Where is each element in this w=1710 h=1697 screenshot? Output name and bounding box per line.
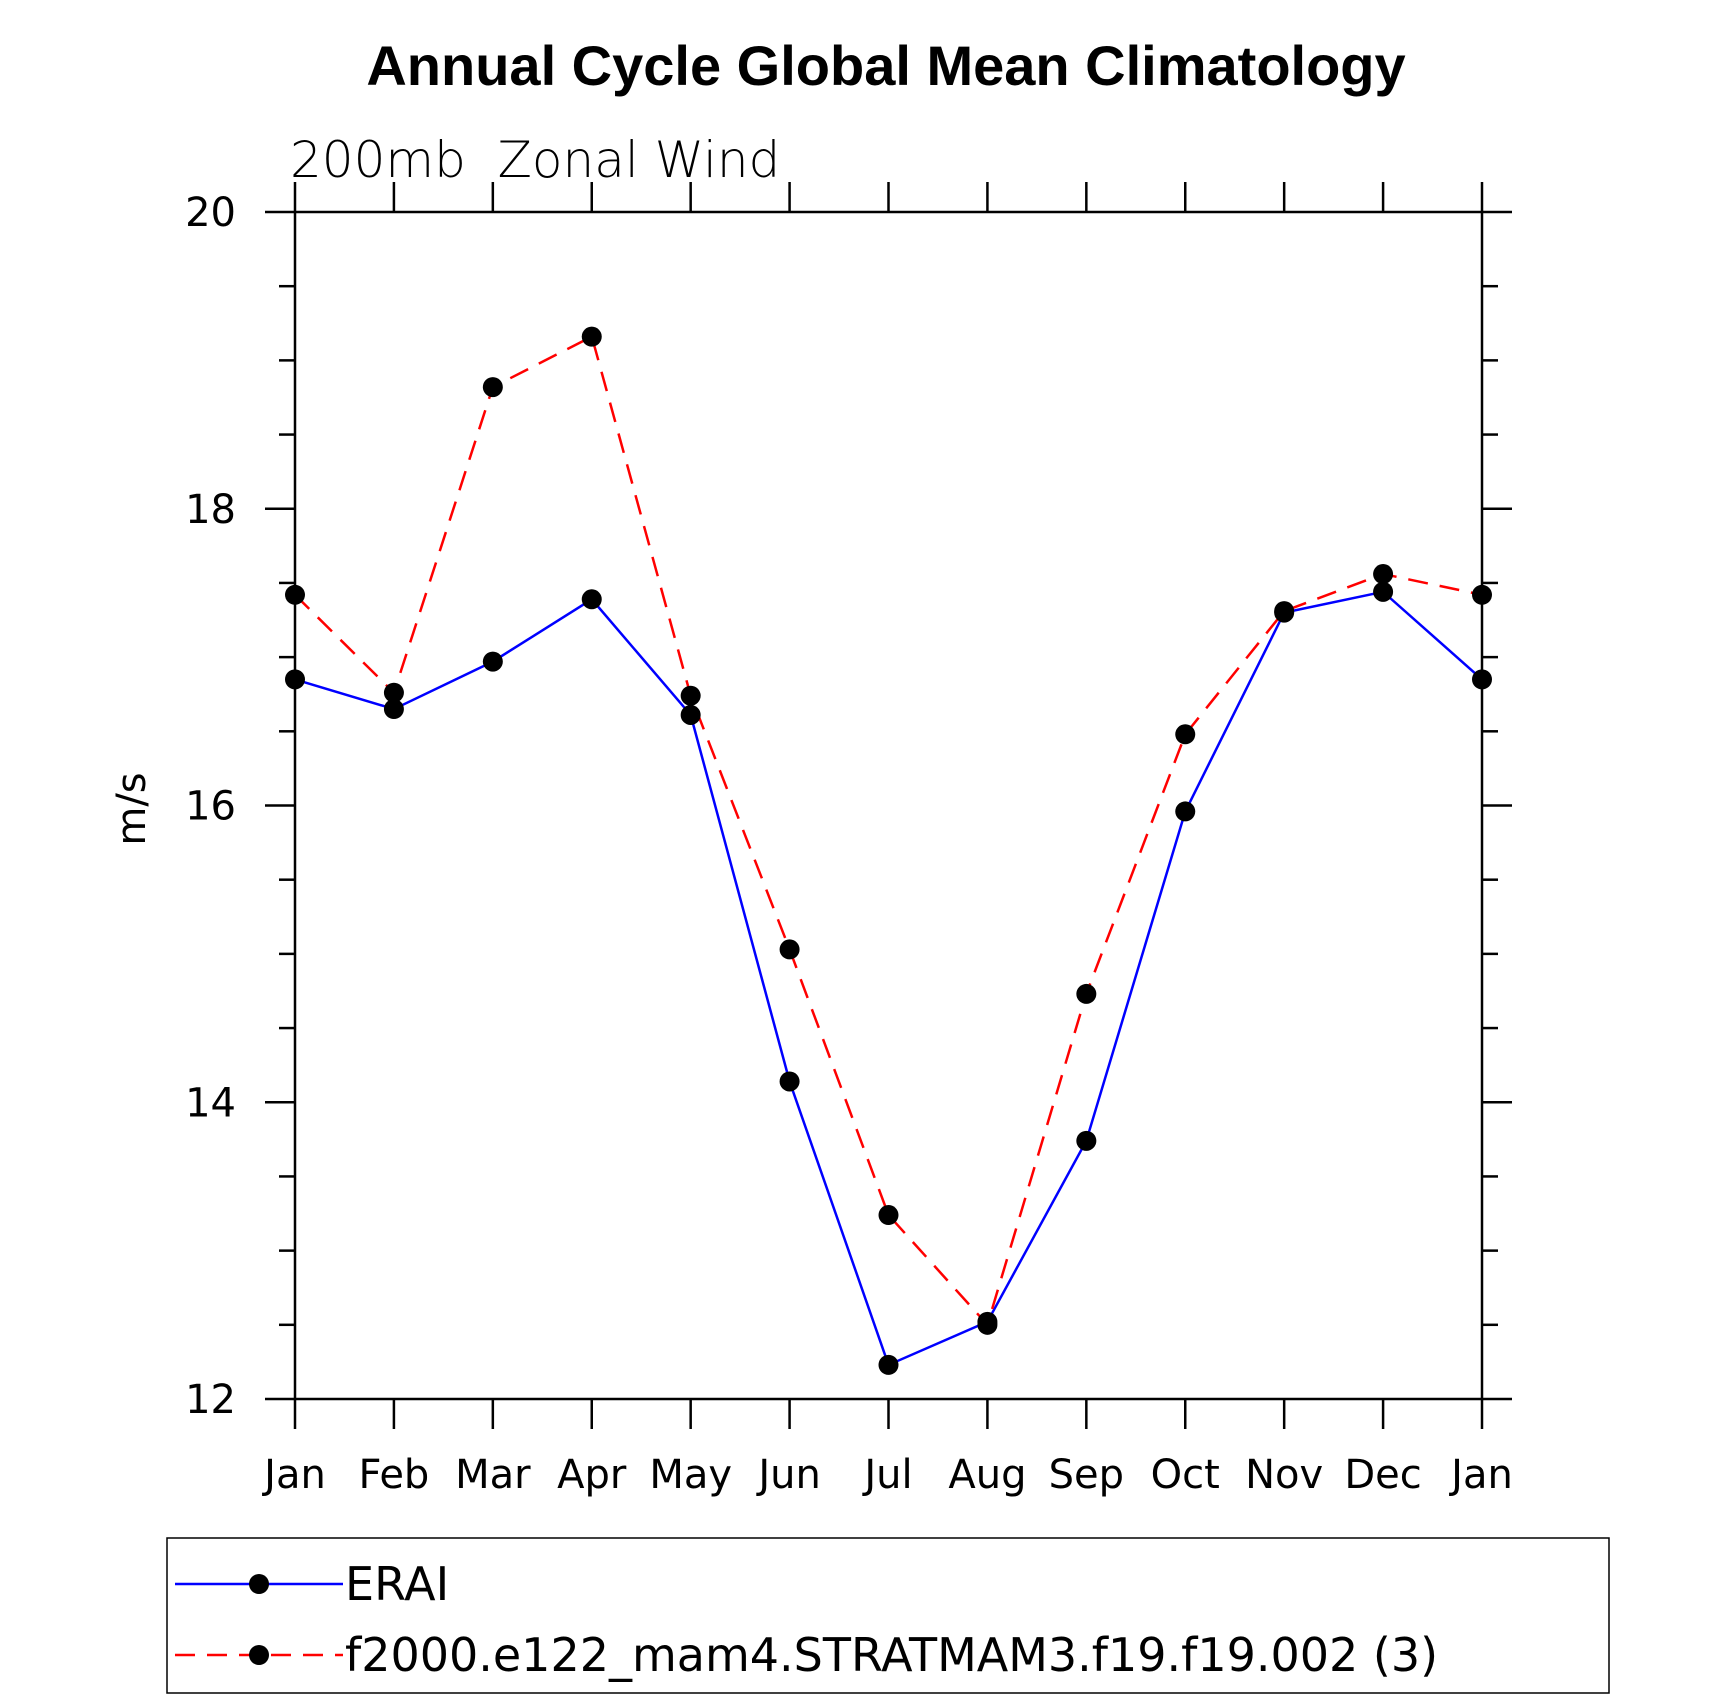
series-point-1 [1373,564,1394,585]
series-point-0 [779,1071,800,1092]
legend-label-model: f2000.e122_mam4.STRATMAM3.f19.f19.002 (3… [345,1628,1438,1682]
legend-label-erai: ERAI [345,1557,449,1611]
series-point-0 [1373,581,1394,602]
series-point-0 [383,699,404,720]
legend-box [166,1537,1610,1694]
legend-marker-erai [249,1574,269,1594]
series-layer [285,326,1492,1375]
y-axis-ticks: 12 14 16 18 20 [185,190,1512,1423]
chart-subtitle: 200mb Zonal Wind [290,131,780,189]
x-tick-label: Apr [557,1452,627,1498]
x-tick-label: Nov [1245,1452,1323,1498]
y-axis-label: m/s [109,772,155,845]
chart-title: Annual Cycle Global Mean Climatology [366,34,1405,97]
series-point-1 [581,326,602,347]
series-point-0 [1076,1130,1097,1151]
series-point-0 [878,1354,899,1375]
series-point-0 [482,651,503,672]
x-tick-label: Jul [861,1452,912,1498]
x-tick-label: Oct [1151,1452,1220,1498]
series-point-0 [581,589,602,610]
x-tick-label: Dec [1344,1452,1421,1498]
y-tick-label: 20 [185,190,236,236]
series-point-1 [779,939,800,960]
series-point-1 [878,1205,899,1226]
y-tick-label: 14 [185,1080,236,1126]
y-tick-label: 18 [185,487,236,533]
x-tick-label: Jan [1448,1452,1513,1498]
x-tick-label: May [649,1452,732,1498]
series-point-0 [1472,669,1492,690]
x-tick-label: Aug [948,1452,1026,1498]
series-point-0 [1175,801,1196,822]
x-tick-label: Sep [1049,1452,1124,1498]
series-point-1 [1076,983,1097,1004]
x-tick-label: Mar [455,1452,531,1498]
legend: ERAI f2000.e122_mam4.STRATMAM3.f19.f19.0… [166,1537,1610,1694]
series-line-1 [294,334,1483,1328]
series-point-1 [383,682,404,703]
series-line-0 [294,590,1483,1367]
series-point-1 [1472,584,1492,605]
y-tick-label: 12 [185,1377,236,1423]
x-tick-label: Jun [755,1452,821,1498]
series-point-1 [1274,601,1295,622]
series-point-0 [285,669,305,690]
legend-marker-model [249,1645,269,1665]
series-point-0 [680,704,701,725]
series-point-1 [1175,724,1196,745]
series-point-1 [482,377,503,398]
x-tick-label: Feb [359,1452,430,1498]
y-tick-label: 16 [185,784,236,830]
series-point-1 [977,1314,998,1335]
series-point-1 [285,584,305,605]
x-axis-ticks: Jan Feb Mar Apr May Jun Jul Aug Sep Oct Nov Dec Jan [261,182,1513,1498]
series-point-1 [680,685,701,706]
x-tick-label: Jan [261,1452,326,1498]
